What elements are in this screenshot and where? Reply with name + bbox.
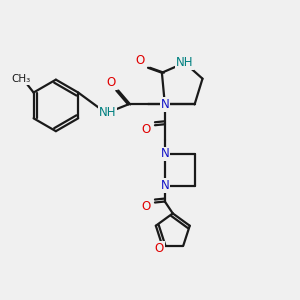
- Text: O: O: [107, 76, 116, 89]
- Text: NH: NH: [176, 56, 194, 69]
- Text: N: N: [160, 148, 169, 160]
- Text: O: O: [136, 54, 145, 67]
- Text: N: N: [160, 179, 169, 192]
- Text: O: O: [155, 242, 164, 255]
- Text: CH₃: CH₃: [11, 74, 30, 84]
- Text: N: N: [160, 98, 169, 111]
- Text: O: O: [141, 123, 151, 136]
- Text: O: O: [141, 200, 151, 213]
- Text: NH: NH: [99, 106, 116, 119]
